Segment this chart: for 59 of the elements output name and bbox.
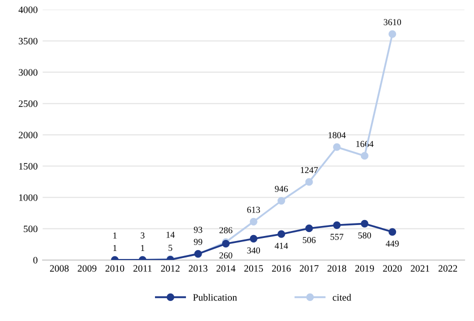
- data-label: 506: [302, 237, 316, 244]
- y-tick-label: 3000: [18, 69, 38, 76]
- point: [305, 178, 313, 186]
- data-label: 1: [113, 245, 117, 252]
- y-tick-label: 1500: [19, 163, 38, 170]
- x-tick-label: 2019: [355, 265, 374, 272]
- data-label: 99: [194, 238, 202, 245]
- data-label: 1247: [300, 167, 318, 174]
- point: [250, 234, 258, 243]
- data-label: 3: [140, 232, 144, 238]
- x-tick-label: 2012: [161, 265, 180, 272]
- data-label: 613: [247, 206, 260, 213]
- x-tick-label: 2020: [383, 265, 402, 272]
- data-label: 1: [113, 232, 117, 239]
- data-label: 946: [274, 186, 288, 192]
- data-label: 414: [274, 242, 288, 249]
- x-tick-label: 2008: [50, 265, 69, 272]
- data-label: 1: [141, 245, 144, 252]
- y-tick-label: 2000: [18, 132, 38, 138]
- x-tick-label: 2009: [78, 265, 96, 272]
- data-label: 1804: [328, 132, 346, 138]
- point: [250, 218, 258, 226]
- data-label: 260: [219, 252, 232, 258]
- data-label: 3610: [384, 19, 402, 26]
- y-tick-label: 4000: [18, 6, 38, 14]
- point: [388, 30, 396, 38]
- data-label: 580: [358, 232, 372, 238]
- point: [360, 220, 368, 228]
- point: [360, 152, 368, 160]
- data-label: 557: [330, 234, 344, 240]
- y-tick-label: 500: [24, 226, 38, 232]
- point: [388, 228, 396, 236]
- legend-label: cited: [332, 294, 352, 301]
- x-tick-label: 2010: [106, 265, 124, 272]
- data-label: 14: [166, 232, 175, 238]
- x-tick-label: 2015: [244, 265, 263, 272]
- point: [278, 230, 286, 238]
- point: [333, 143, 341, 151]
- x-tick-label: 2017: [300, 265, 319, 272]
- y-tick-label: 0: [33, 256, 38, 264]
- y-tick-label: 1000: [19, 194, 38, 201]
- data-label: 5: [168, 244, 172, 251]
- x-tick-label: 2021: [410, 265, 430, 272]
- data-label: 340: [247, 247, 260, 254]
- y-tick-label: 2500: [18, 100, 38, 107]
- legend-label: Publication: [193, 294, 237, 301]
- point: [305, 224, 313, 232]
- x-tick-label: 2018: [328, 265, 346, 272]
- x-tick-label: 2013: [188, 265, 208, 272]
- x-tick-label: 2014: [216, 265, 236, 272]
- x-tick-label: 2011: [133, 265, 152, 272]
- x-tick-label: 2016: [272, 265, 291, 272]
- point: [333, 221, 341, 229]
- data-label: 449: [386, 240, 399, 247]
- y-tick-label: 3500: [18, 38, 38, 44]
- data-label: 286: [219, 227, 232, 234]
- data-label: 93: [194, 226, 202, 233]
- x-tick-label: 2022: [438, 265, 458, 272]
- point: [278, 196, 286, 205]
